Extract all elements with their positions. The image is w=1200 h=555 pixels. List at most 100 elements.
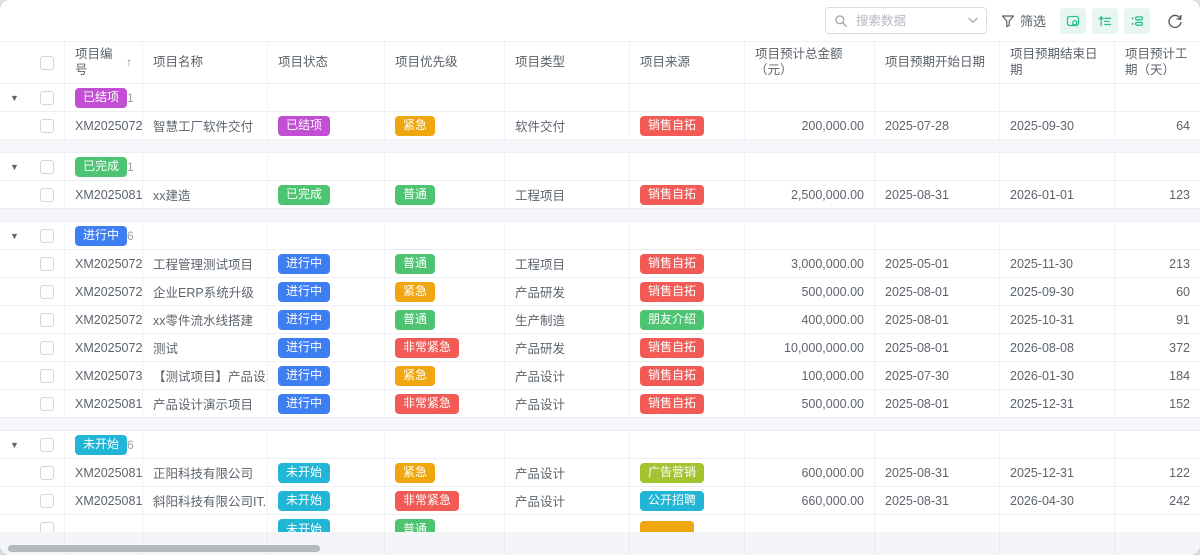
table-row[interactable]: XM2025081...斜阳科技有限公司IT... 未开始 非常紧急 产品设计公开招聘… <box>0 487 1200 515</box>
column-label: 项目预期开始日期 <box>885 54 986 69</box>
cell-priority: 普通 <box>385 515 505 532</box>
filter-button[interactable]: 筛选 <box>1001 11 1046 30</box>
cell-source: 朋友介绍 <box>630 306 745 333</box>
search-box[interactable] <box>824 7 987 34</box>
chevron-down-icon[interactable] <box>968 17 978 24</box>
group-checkbox[interactable] <box>40 228 54 243</box>
group-checkbox[interactable] <box>40 159 54 174</box>
cell-status: 进行中 <box>268 390 385 417</box>
group-toggle-cell[interactable]: ▼ <box>0 84 30 111</box>
group-empty-cell <box>505 431 630 458</box>
cell-source: 广告营销 <box>630 459 745 486</box>
header-checkbox[interactable] <box>40 55 54 70</box>
sort-asc-icon[interactable]: ↑ <box>126 55 132 69</box>
table-row[interactable]: 未开始 普通 <box>0 515 1200 532</box>
row-checkbox[interactable] <box>40 368 54 383</box>
cell-days: 64 <box>1176 118 1190 133</box>
row-checkbox[interactable] <box>40 256 54 271</box>
column-header-name[interactable]: 项目名称 <box>143 42 268 83</box>
cell-priority: 紧急 <box>385 362 505 389</box>
cell-amount: 600,000.00 <box>745 459 875 486</box>
bottom-cell <box>143 532 268 555</box>
column-header-days[interactable]: 项目预计工期（天） <box>1115 42 1200 83</box>
group-empty-cell <box>875 431 1000 458</box>
group-empty-cell <box>385 431 505 458</box>
column-header-priority[interactable]: 项目优先级 <box>385 42 505 83</box>
collapse-triangle-icon[interactable]: ▼ <box>10 439 19 450</box>
group-checkbox[interactable] <box>40 437 54 452</box>
column-header-type[interactable]: 项目类型 <box>505 42 630 83</box>
card-view-button[interactable] <box>1060 7 1086 34</box>
cell-type: 产品设计 <box>505 390 630 417</box>
cell-source <box>630 515 745 532</box>
cell-name: 工程管理测试项目 <box>143 250 268 277</box>
group-header-row[interactable]: ▼ 进行中 6 <box>0 222 1200 250</box>
row-checkbox[interactable] <box>40 118 54 133</box>
search-input[interactable] <box>853 12 962 29</box>
horizontal-scrollbar[interactable] <box>8 545 320 552</box>
priority-badge: 非常紧急 <box>395 490 460 511</box>
cell-days <box>1115 515 1200 532</box>
row-checkbox[interactable] <box>40 493 54 508</box>
group-empty-cell <box>143 84 268 111</box>
group-view-button[interactable] <box>1124 7 1150 34</box>
refresh-button[interactable] <box>1164 8 1186 34</box>
priority-badge: 紧急 <box>395 115 436 136</box>
row-checkbox[interactable] <box>40 522 54 532</box>
column-header-source[interactable]: 项目来源 <box>630 42 745 83</box>
group-toggle-cell[interactable]: ▼ <box>0 222 30 249</box>
collapse-triangle-icon[interactable]: ▼ <box>10 230 19 241</box>
row-checkbox[interactable] <box>40 284 54 299</box>
group-status-badge: 未开始 <box>75 434 128 455</box>
group-toggle-cell[interactable]: ▼ <box>0 431 30 458</box>
group-checkbox[interactable] <box>40 90 54 105</box>
priority-badge: 紧急 <box>395 462 436 483</box>
priority-badge: 紧急 <box>395 281 436 302</box>
cell-priority: 紧急 <box>385 459 505 486</box>
group-gap <box>0 140 1200 153</box>
cell-id: XM2025081... <box>65 459 143 486</box>
column-header-end[interactable]: 项目预期结束日期 <box>1000 42 1115 83</box>
group-header-row[interactable]: ▼ 已结项 1 <box>0 84 1200 112</box>
row-checkbox[interactable] <box>40 187 54 202</box>
cell-priority: 紧急 <box>385 278 505 305</box>
row-checkbox[interactable] <box>40 396 54 411</box>
column-header-start[interactable]: 项目预期开始日期 <box>875 42 1000 83</box>
cell-amount: 660,000.00 <box>745 487 875 514</box>
tree-view-icon <box>1098 15 1112 26</box>
status-badge: 进行中 <box>278 393 331 414</box>
column-header-id[interactable]: 项目编号 ↑ <box>65 42 143 83</box>
column-header-amount[interactable]: 项目预计总金额（元） <box>745 42 875 83</box>
column-header-status[interactable]: 项目状态 <box>268 42 385 83</box>
refresh-icon <box>1168 14 1182 28</box>
group-header-row[interactable]: ▼ 未开始 6 <box>0 431 1200 459</box>
row-expand-spacer <box>0 181 30 208</box>
collapse-triangle-icon[interactable]: ▼ <box>10 92 19 103</box>
group-toggle-cell[interactable]: ▼ <box>0 153 30 180</box>
group-empty-cell <box>630 431 745 458</box>
row-checkbox[interactable] <box>40 340 54 355</box>
cell-priority: 普通 <box>385 181 505 208</box>
row-checkbox[interactable] <box>40 312 54 327</box>
collapse-triangle-icon[interactable]: ▼ <box>10 161 19 172</box>
cell-amount: 10,000,000.00 <box>745 334 875 361</box>
cell-status: 进行中 <box>268 334 385 361</box>
cell-name: 测试 <box>143 334 268 361</box>
tree-view-button[interactable] <box>1092 7 1118 34</box>
group-empty-cell <box>1000 431 1115 458</box>
source-badge: 销售自拓 <box>640 253 705 274</box>
group-header-row[interactable]: ▼ 已完成 1 <box>0 153 1200 181</box>
row-checkbox[interactable] <box>40 465 54 480</box>
search-icon <box>835 14 847 27</box>
bottom-cell <box>65 532 143 555</box>
group-empty-cell <box>1115 153 1200 180</box>
